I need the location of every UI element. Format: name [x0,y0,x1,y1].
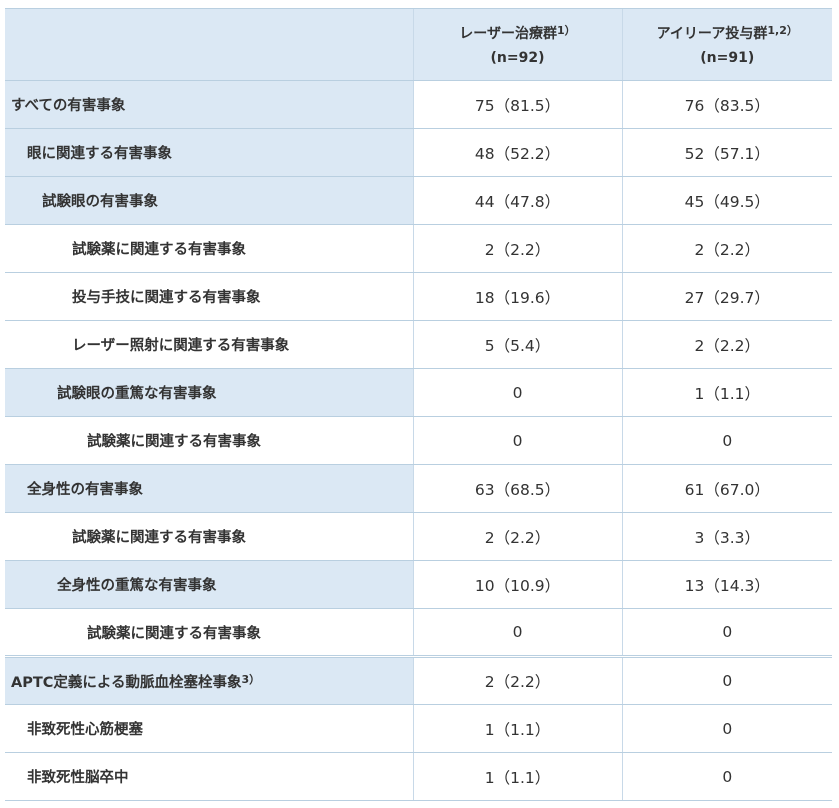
header-empty-cell [5,8,413,81]
header-eylea-group: アイリーア投与群1,2） (n=91) [621,8,832,81]
eylea-value: 45（49.5） [621,176,832,225]
row-label: 非致死性心筋梗塞 [5,704,413,753]
row-label: APTC定義による動脈血栓塞栓事象3） [5,656,413,705]
laser-value: 0 [412,368,622,417]
table-row: 非致死性心筋梗塞 1（1.1） 0 [5,704,832,753]
eylea-value: 2（2.2） [621,224,832,273]
table-row: 試験薬に関連する有害事象 0 0 [5,608,832,658]
eylea-value: 76（83.5） [621,80,832,129]
laser-value: 1（1.1） [412,704,622,753]
row-label: 全身性の有害事象 [5,464,413,513]
row-label: レーザー照射に関連する有害事象 [5,320,413,369]
row-label: 非致死性脳卒中 [5,752,413,801]
row-label: すべての有害事象 [5,80,413,129]
eylea-value: 2（2.2） [621,320,832,369]
laser-group-title: レーザー治療群 [459,26,558,42]
eylea-group-footnote: 1,2） [767,24,798,37]
eylea-value: 0 [621,608,832,658]
eylea-value: 27（29.7） [621,272,832,321]
table-row: 全身性の有害事象 63（68.5） 61（67.0） [5,464,832,513]
table-row: APTC定義による動脈血栓塞栓事象3） 2（2.2） 0 [5,656,832,705]
table-row: レーザー照射に関連する有害事象 5（5.4） 2（2.2） [5,320,832,369]
eylea-value: 0 [621,416,832,465]
table-row: 試験眼の有害事象 44（47.8） 45（49.5） [5,176,832,225]
laser-group-footnote: 1） [557,24,576,37]
row-label: 試験薬に関連する有害事象 [5,608,413,658]
row-label: 眼に関連する有害事象 [5,128,413,177]
adverse-events-table: レーザー治療群1） (n=92) アイリーア投与群1,2） (n=91) すべて… [5,8,832,801]
laser-value: 44（47.8） [412,176,622,225]
table-row: 投与手技に関連する有害事象 18（19.6） 27（29.7） [5,272,832,321]
laser-value: 10（10.9） [412,560,622,609]
table-row: 眼に関連する有害事象 48（52.2） 52（57.1） [5,128,832,177]
table-row: 試験薬に関連する有害事象 2（2.2） 3（3.3） [5,512,832,561]
laser-value: 48（52.2） [412,128,622,177]
row-label: 試験薬に関連する有害事象 [5,416,413,465]
laser-value: 63（68.5） [412,464,622,513]
eylea-value: 0 [621,656,832,705]
eylea-group-n: (n=91) [700,50,755,66]
eylea-value: 0 [621,752,832,801]
eylea-value: 52（57.1） [621,128,832,177]
laser-value: 5（5.4） [412,320,622,369]
table-row: 試験薬に関連する有害事象 0 0 [5,416,832,465]
row-label: 試験眼の重篤な有害事象 [5,368,413,417]
laser-value: 2（2.2） [412,656,622,705]
laser-value: 2（2.2） [412,224,622,273]
table-row: 試験眼の重篤な有害事象 0 1（1.1） [5,368,832,417]
header-row: レーザー治療群1） (n=92) アイリーア投与群1,2） (n=91) [5,8,832,81]
laser-value: 0 [412,416,622,465]
table-row: 全身性の重篤な有害事象 10（10.9） 13（14.3） [5,560,832,609]
laser-value: 0 [412,608,622,658]
row-label: 全身性の重篤な有害事象 [5,560,413,609]
table-row: 試験薬に関連する有害事象 2（2.2） 2（2.2） [5,224,832,273]
laser-value: 75（81.5） [412,80,622,129]
row-label: 投与手技に関連する有害事象 [5,272,413,321]
table-row: 非致死性脳卒中 1（1.1） 0 [5,752,832,801]
row-label: 試験眼の有害事象 [5,176,413,225]
eylea-value: 0 [621,704,832,753]
eylea-value: 1（1.1） [621,368,832,417]
row-label: 試験薬に関連する有害事象 [5,512,413,561]
eylea-value: 61（67.0） [621,464,832,513]
table-row: すべての有害事象 75（81.5） 76（83.5） [5,80,832,129]
eylea-value: 3（3.3） [621,512,832,561]
eylea-value: 13（14.3） [621,560,832,609]
laser-value: 2（2.2） [412,512,622,561]
row-label: 試験薬に関連する有害事象 [5,224,413,273]
eylea-group-title: アイリーア投与群 [656,26,768,42]
laser-group-n: (n=92) [490,50,545,66]
header-laser-group: レーザー治療群1） (n=92) [412,8,622,81]
laser-value: 1（1.1） [412,752,622,801]
laser-value: 18（19.6） [412,272,622,321]
